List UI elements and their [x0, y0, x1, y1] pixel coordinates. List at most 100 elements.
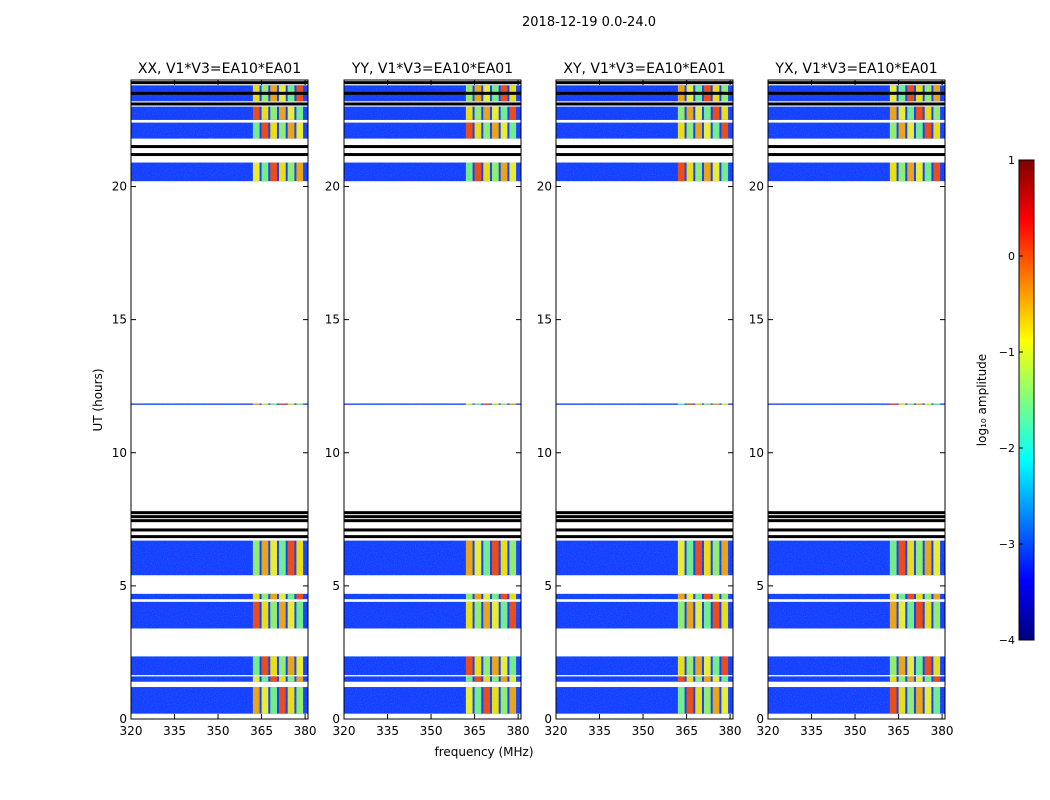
rfi-stripe: [474, 593, 482, 600]
rfi-stripe: [721, 122, 729, 139]
rfi-stripe: [712, 540, 720, 576]
rfi-stripe: [287, 162, 295, 182]
panel-title: YY, V1*V3=EA10*EA01: [351, 61, 513, 77]
rfi-stripe: [278, 403, 286, 405]
rfi-stripe: [695, 656, 702, 676]
rfi-stripe: [261, 403, 269, 405]
rfi-stripe: [695, 687, 702, 714]
panel-2: XY, V1*V3=EA10*EA01 320 335 350 365 380 0 5 10 15…: [537, 61, 742, 738]
rfi-stripe: [252, 687, 260, 714]
rfi-stripe: [933, 593, 941, 600]
rfi-stripe: [261, 540, 269, 576]
gap-line: [556, 535, 733, 539]
rfi-stripe: [889, 601, 897, 629]
rfi-stripe: [500, 593, 508, 600]
rfi-stripe: [465, 593, 473, 600]
rfi-stripe: [287, 403, 295, 405]
rfi-stripe: [252, 403, 260, 405]
rfi-stripe: [907, 540, 914, 576]
x-tick-label: 350: [207, 724, 230, 738]
y-tick-label: 0: [544, 712, 552, 726]
rfi-stripe: [889, 540, 897, 576]
rfi-stripe: [491, 593, 499, 600]
rfi-stripe: [907, 162, 914, 182]
rfi-stripe: [721, 162, 729, 182]
colorbar-tick-label: −3: [999, 538, 1015, 551]
rfi-stripe: [287, 540, 295, 576]
x-tick-label: 380: [294, 724, 317, 738]
rfi-stripe: [509, 687, 517, 714]
x-tick-label: 320: [333, 724, 356, 738]
rfi-stripe: [252, 540, 260, 576]
rfi-stripe: [296, 106, 304, 120]
rfi-stripe: [270, 601, 277, 629]
block-speckle: [344, 593, 521, 600]
rfi-stripe: [270, 687, 277, 714]
rfi-stripe: [677, 676, 685, 682]
rfi-stripe: [270, 656, 277, 676]
rfi-stripe: [703, 162, 711, 182]
rfi-stripe: [933, 601, 941, 629]
panel-1: YY, V1*V3=EA10*EA01 320 335 350 365 380 0 5 10 15…: [325, 61, 530, 738]
rfi-stripe: [483, 122, 490, 139]
rfi-stripe: [695, 593, 702, 600]
block-speckle: [131, 601, 308, 629]
rfi-stripe: [474, 676, 482, 682]
rfi-stripe: [474, 162, 482, 182]
panel-frame: [130, 79, 309, 720]
rfi-stripe: [677, 106, 685, 120]
gap-line: [131, 511, 308, 515]
rfi-stripe: [287, 122, 295, 139]
rfi-stripe: [686, 593, 694, 600]
rfi-stripe: [677, 593, 685, 600]
x-tick-label: 335: [376, 724, 399, 738]
rfi-stripe: [712, 687, 720, 714]
rfi-stripe: [483, 106, 490, 120]
rfi-stripe: [677, 656, 685, 676]
rfi-stripe: [270, 162, 277, 182]
y-tick-label: 10: [112, 446, 127, 460]
block-speckle: [768, 601, 945, 629]
rfi-stripe: [686, 687, 694, 714]
rfi-stripe: [712, 593, 720, 600]
rfi-stripe: [703, 593, 711, 600]
rfi-stripe: [677, 601, 685, 629]
y-tick-label: 0: [756, 712, 764, 726]
rfi-stripe: [296, 601, 304, 629]
y-tick-label: 5: [119, 579, 127, 593]
rfi-stripe: [677, 540, 685, 576]
block-speckle: [768, 540, 945, 576]
rfi-stripe: [483, 687, 490, 714]
rfi-stripe: [270, 540, 277, 576]
rfi-stripe: [509, 403, 517, 405]
rfi-stripe: [287, 656, 295, 676]
rfi-stripe: [703, 403, 711, 405]
rfi-stripe: [252, 106, 260, 120]
colorbar-tick-label: −1: [999, 346, 1015, 359]
rfi-stripe: [889, 656, 897, 676]
rfi-stripe: [898, 687, 906, 714]
block-speckle: [131, 593, 308, 600]
rfi-stripe: [465, 122, 473, 139]
rfi-stripe: [712, 106, 720, 120]
rfi-stripe: [933, 656, 941, 676]
rfi-stripe: [677, 403, 685, 405]
rfi-stripe: [270, 106, 277, 120]
rfi-stripe: [491, 656, 499, 676]
rfi-stripe: [695, 106, 702, 120]
rfi-stripe: [278, 656, 286, 676]
block-speckle: [344, 687, 521, 714]
rfi-stripe: [500, 162, 508, 182]
rfi-stripe: [703, 122, 711, 139]
block-speckle: [556, 687, 733, 714]
colorbar-tick-label: 1: [1008, 154, 1015, 167]
rfi-stripe: [278, 601, 286, 629]
rfi-stripe: [915, 601, 923, 629]
rfi-stripe: [712, 122, 720, 139]
gap-line: [131, 528, 308, 532]
x-tick-label: 365: [250, 724, 273, 738]
rfi-stripe: [915, 656, 923, 676]
rfi-stripe: [686, 601, 694, 629]
rfi-stripe: [721, 106, 729, 120]
